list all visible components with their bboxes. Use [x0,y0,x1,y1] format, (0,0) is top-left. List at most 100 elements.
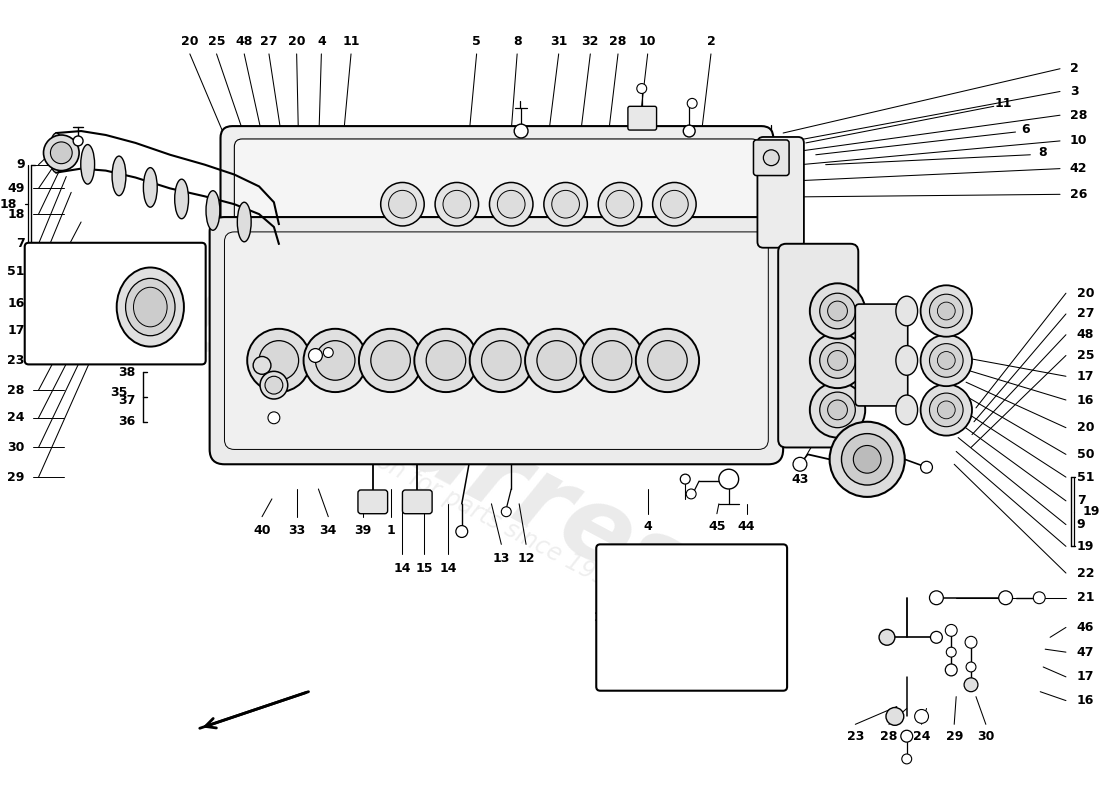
Circle shape [443,190,471,218]
Ellipse shape [143,168,157,207]
Text: 25: 25 [1077,349,1094,362]
Circle shape [514,124,528,138]
Circle shape [268,412,279,424]
Circle shape [829,422,905,497]
Text: 31: 31 [550,34,568,47]
Text: 14: 14 [439,562,456,574]
Text: 2: 2 [1070,62,1079,75]
Circle shape [87,295,101,309]
Circle shape [810,283,866,338]
Circle shape [921,334,972,386]
Ellipse shape [112,156,125,196]
Text: 44: 44 [738,520,756,533]
Text: 20: 20 [182,34,199,47]
Text: 36: 36 [118,415,135,428]
Text: 49: 49 [8,182,24,195]
Circle shape [686,489,696,499]
Circle shape [436,182,478,226]
Circle shape [930,344,964,378]
Circle shape [304,329,367,392]
FancyBboxPatch shape [596,544,788,690]
Text: 23: 23 [847,730,864,742]
Circle shape [648,341,688,380]
Text: 14: 14 [394,562,411,574]
Text: 8: 8 [1038,146,1046,159]
Text: 28: 28 [880,730,898,742]
Text: 47: 47 [1077,646,1094,658]
Circle shape [719,470,738,489]
FancyBboxPatch shape [758,137,804,248]
Text: 20: 20 [1077,421,1094,434]
Text: 20: 20 [288,34,306,47]
Circle shape [543,182,587,226]
Text: 16: 16 [1077,394,1094,406]
Ellipse shape [125,278,175,336]
Circle shape [921,462,933,473]
FancyBboxPatch shape [220,126,773,254]
Text: 40: 40 [253,524,271,537]
Circle shape [1033,592,1045,604]
FancyBboxPatch shape [210,217,783,464]
Text: 29: 29 [8,470,24,484]
Circle shape [51,142,73,164]
Text: 51: 51 [1077,470,1094,484]
Circle shape [636,329,700,392]
Circle shape [827,400,847,420]
FancyBboxPatch shape [754,140,789,175]
Circle shape [680,474,690,484]
Text: 9: 9 [41,265,48,278]
Circle shape [308,349,322,362]
Circle shape [820,294,856,329]
Circle shape [937,401,955,418]
Text: 41: 41 [156,336,174,349]
Circle shape [810,333,866,388]
Circle shape [537,341,576,380]
Text: 23: 23 [8,354,24,367]
Circle shape [930,591,944,605]
Circle shape [946,647,956,657]
Text: 20: 20 [1077,286,1094,300]
Circle shape [842,434,893,485]
Circle shape [921,384,972,435]
Circle shape [598,182,641,226]
Circle shape [265,376,283,394]
Text: 6: 6 [1021,122,1030,135]
FancyBboxPatch shape [856,304,908,406]
Text: 3: 3 [1070,85,1078,98]
Text: 7: 7 [16,238,24,250]
Circle shape [763,150,779,166]
Text: 19: 19 [594,611,610,624]
Circle shape [90,298,98,306]
Text: 50: 50 [602,590,618,602]
Circle shape [482,341,521,380]
Text: 25: 25 [208,34,226,47]
Text: 12: 12 [517,552,535,565]
Ellipse shape [895,346,917,375]
Text: USA - CDN: USA - CDN [73,351,150,364]
FancyBboxPatch shape [358,490,387,514]
Text: 28: 28 [8,384,24,397]
Text: 7: 7 [1077,494,1086,507]
Ellipse shape [895,395,917,425]
Ellipse shape [238,202,251,242]
Text: 18: 18 [8,208,24,221]
Text: 29: 29 [946,730,962,742]
Circle shape [606,190,634,218]
Circle shape [260,371,288,399]
Circle shape [455,526,468,538]
Text: 52: 52 [32,326,48,339]
Ellipse shape [175,179,188,218]
Text: 34: 34 [320,524,337,537]
Ellipse shape [117,267,184,346]
Circle shape [937,302,955,320]
Text: 32: 32 [582,34,600,47]
Circle shape [502,506,512,517]
FancyBboxPatch shape [224,232,768,450]
Circle shape [810,382,866,438]
Text: 11: 11 [342,34,360,47]
Circle shape [628,622,640,634]
Text: 2: 2 [706,34,715,47]
Circle shape [371,341,410,380]
Circle shape [714,605,744,634]
Circle shape [660,190,689,218]
